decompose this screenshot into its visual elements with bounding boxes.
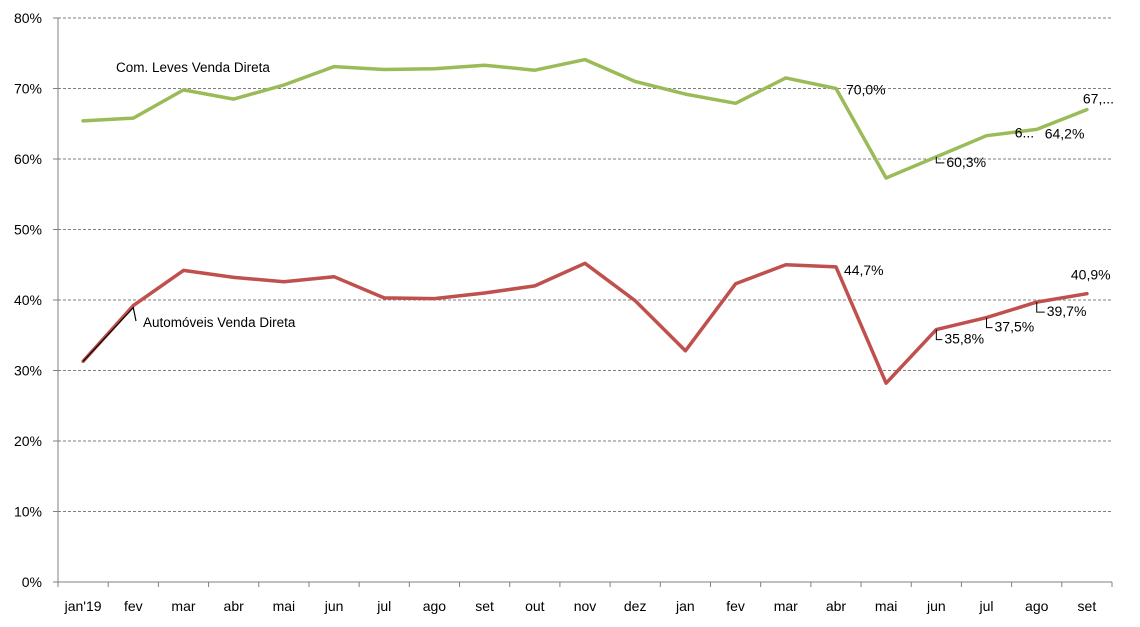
y-tick-label: 10% — [14, 504, 42, 520]
gridlines — [58, 17, 1112, 512]
data-label: 37,5% — [995, 319, 1035, 335]
y-tick-label: 50% — [14, 222, 42, 238]
y-tick-label: 60% — [14, 151, 42, 167]
data-label: 60,3% — [946, 154, 986, 170]
y-tick-label: 80% — [14, 10, 42, 26]
series-line-com-leves — [81, 57, 1089, 180]
x-tick-label: fev — [124, 598, 143, 614]
x-tick-label: set — [1078, 598, 1097, 614]
data-label-leader — [986, 317, 993, 329]
x-tick-label: abr — [224, 598, 245, 614]
x-tick-label: ago — [423, 598, 447, 614]
data-label-leader — [1036, 302, 1045, 313]
x-tick-label: set — [475, 598, 494, 614]
x-tick-label: jul — [979, 598, 994, 614]
label-leader-lines — [82, 156, 1045, 362]
y-tick-label: 70% — [14, 81, 42, 97]
data-label: 67,... — [1083, 91, 1114, 107]
y-tick-label: 30% — [14, 363, 42, 379]
series-lines — [81, 57, 1089, 385]
data-label: 39,7% — [1047, 303, 1087, 319]
x-tick-label: mai — [875, 598, 898, 614]
x-tick-label: out — [525, 598, 545, 614]
x-tick-label: dez — [624, 598, 647, 614]
x-tick-label: ago — [1025, 598, 1049, 614]
data-label-leader — [935, 329, 943, 341]
x-tick-label: nov — [574, 598, 597, 614]
series-label-com-leves: Com. Leves Venda Direta — [116, 60, 270, 75]
data-label: 64,2% — [1045, 125, 1085, 141]
series-label-leader — [82, 306, 137, 362]
series-label-automoveis: Automóveis Venda Direta — [143, 315, 296, 330]
x-tick-label: mai — [273, 598, 296, 614]
data-label: 35,8% — [944, 331, 984, 347]
y-tick-label: 20% — [14, 433, 42, 449]
x-tick-label: mar — [171, 598, 195, 614]
data-label: 44,7% — [844, 262, 884, 278]
y-axis-tick-labels: 0% 10% 20% 30% 40% 50% 60% 70% 80% — [14, 10, 42, 590]
x-tick-label: jan — [675, 598, 695, 614]
series-line-automoveis — [81, 261, 1089, 385]
y-tick-label: 40% — [14, 292, 42, 308]
x-tick-label: jun — [324, 598, 344, 614]
data-label: 6... — [1015, 124, 1034, 140]
x-tick-label: jun — [926, 598, 946, 614]
x-tick-label: jan'19 — [64, 598, 102, 614]
y-tick-label: 0% — [22, 574, 42, 590]
x-tick-label: jul — [376, 598, 391, 614]
x-tick-label: abr — [826, 598, 847, 614]
data-label: 40,9% — [1071, 267, 1111, 283]
data-labels: Com. Leves Venda Direta Automóveis Venda … — [116, 60, 1114, 347]
axes — [53, 17, 1113, 587]
data-label-leader — [935, 156, 945, 164]
x-axis-tick-labels: jan'19 fev mar abr mai jun jul ago set out nov dez j… — [64, 598, 1097, 614]
data-label: 70,0% — [846, 82, 886, 98]
x-tick-label: mar — [774, 598, 798, 614]
x-tick-label: fev — [726, 598, 745, 614]
